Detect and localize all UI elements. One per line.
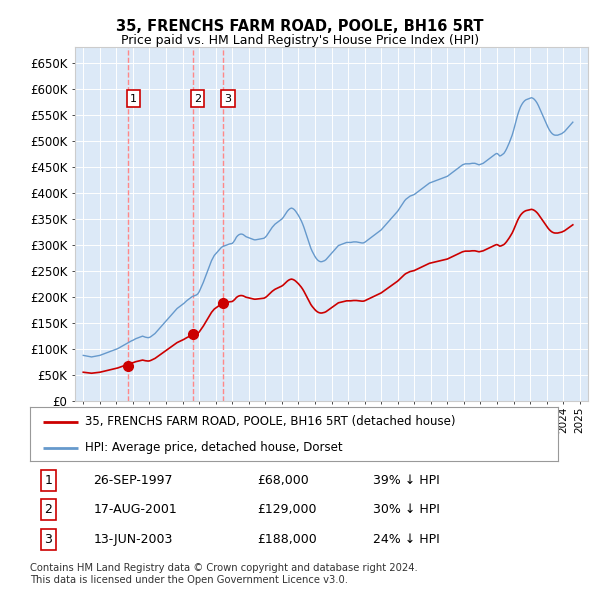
Text: 2: 2	[194, 94, 202, 103]
Text: Price paid vs. HM Land Registry's House Price Index (HPI): Price paid vs. HM Land Registry's House …	[121, 34, 479, 47]
Text: 2: 2	[44, 503, 52, 516]
Text: 26-SEP-1997: 26-SEP-1997	[94, 474, 173, 487]
Text: £188,000: £188,000	[257, 533, 317, 546]
Text: 13-JUN-2003: 13-JUN-2003	[94, 533, 173, 546]
Text: This data is licensed under the Open Government Licence v3.0.: This data is licensed under the Open Gov…	[30, 575, 348, 585]
Text: 24% ↓ HPI: 24% ↓ HPI	[373, 533, 440, 546]
Text: 1: 1	[130, 94, 137, 103]
Text: 39% ↓ HPI: 39% ↓ HPI	[373, 474, 440, 487]
Text: 35, FRENCHS FARM ROAD, POOLE, BH16 5RT: 35, FRENCHS FARM ROAD, POOLE, BH16 5RT	[116, 19, 484, 34]
Text: HPI: Average price, detached house, Dorset: HPI: Average price, detached house, Dors…	[85, 441, 343, 454]
Text: 17-AUG-2001: 17-AUG-2001	[94, 503, 177, 516]
Text: Contains HM Land Registry data © Crown copyright and database right 2024.: Contains HM Land Registry data © Crown c…	[30, 563, 418, 573]
Text: £129,000: £129,000	[257, 503, 317, 516]
Text: 3: 3	[44, 533, 52, 546]
Text: 1: 1	[44, 474, 52, 487]
Text: 30% ↓ HPI: 30% ↓ HPI	[373, 503, 440, 516]
Text: £68,000: £68,000	[257, 474, 309, 487]
Text: 35, FRENCHS FARM ROAD, POOLE, BH16 5RT (detached house): 35, FRENCHS FARM ROAD, POOLE, BH16 5RT (…	[85, 415, 456, 428]
Text: 3: 3	[224, 94, 232, 103]
